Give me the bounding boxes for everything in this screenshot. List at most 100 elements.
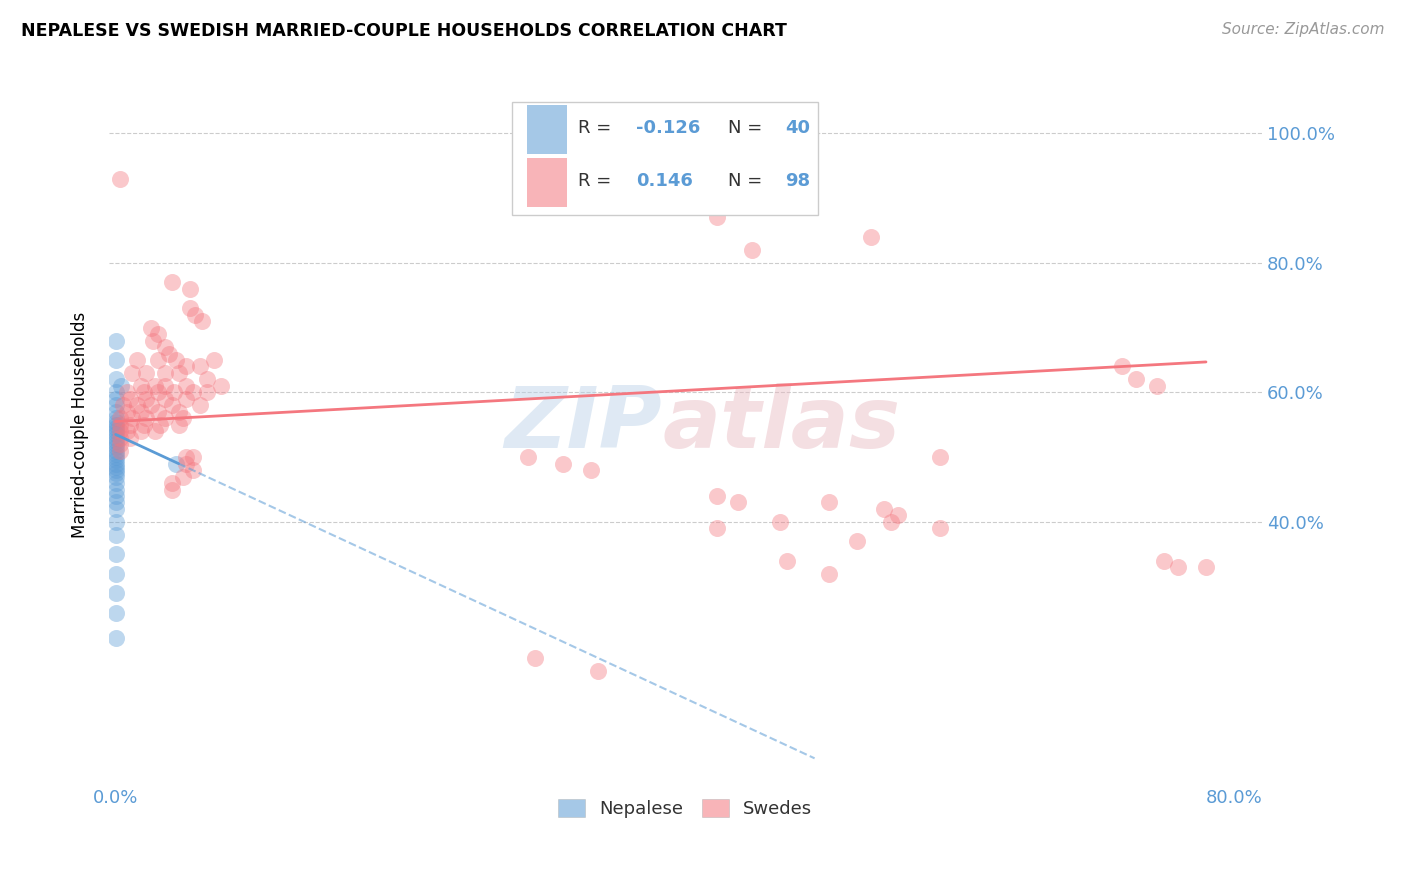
Point <box>108 424 131 438</box>
Point <box>817 495 839 509</box>
Point <box>104 453 127 467</box>
Point <box>104 632 127 646</box>
Point <box>108 437 131 451</box>
Point <box>118 417 141 432</box>
Point <box>741 243 763 257</box>
Point <box>104 405 127 419</box>
Text: R =: R = <box>578 171 623 190</box>
Point <box>149 417 172 432</box>
Point <box>121 366 143 380</box>
Text: 40: 40 <box>786 119 811 137</box>
Text: R =: R = <box>578 119 617 137</box>
Point <box>517 450 540 464</box>
Point <box>108 171 131 186</box>
Point <box>104 469 127 483</box>
Point <box>880 515 903 529</box>
Point <box>104 434 127 448</box>
Point <box>153 392 176 406</box>
Point <box>104 463 127 477</box>
Point <box>146 353 169 368</box>
Point <box>104 398 127 412</box>
Point <box>706 211 728 225</box>
Text: -0.126: -0.126 <box>636 119 700 137</box>
Point <box>121 411 143 425</box>
Point <box>104 353 127 368</box>
Point <box>887 508 910 523</box>
Point <box>111 398 134 412</box>
Point <box>153 340 176 354</box>
Point <box>142 334 165 348</box>
Point <box>146 405 169 419</box>
Point <box>104 606 127 620</box>
Point <box>108 417 131 432</box>
Point <box>125 353 148 368</box>
Point <box>191 314 214 328</box>
Point <box>143 379 166 393</box>
Text: 98: 98 <box>786 171 811 190</box>
Point <box>132 417 155 432</box>
Point <box>132 385 155 400</box>
Point <box>104 483 127 497</box>
FancyBboxPatch shape <box>512 102 818 215</box>
Point <box>1125 372 1147 386</box>
Point <box>706 489 728 503</box>
Point <box>167 405 190 419</box>
Point <box>845 534 868 549</box>
Point <box>184 308 207 322</box>
Point <box>104 411 127 425</box>
Point <box>817 566 839 581</box>
Point <box>104 417 127 432</box>
Text: NEPALESE VS SWEDISH MARRIED-COUPLE HOUSEHOLDS CORRELATION CHART: NEPALESE VS SWEDISH MARRIED-COUPLE HOUSE… <box>21 22 787 40</box>
Point <box>115 424 138 438</box>
Point <box>174 359 197 374</box>
Point <box>125 398 148 412</box>
Point <box>179 301 201 315</box>
Point <box>174 379 197 393</box>
Point <box>160 476 183 491</box>
Text: atlas: atlas <box>662 384 900 467</box>
Y-axis label: Married-couple Households: Married-couple Households <box>72 311 89 538</box>
Point <box>160 275 183 289</box>
Point <box>104 334 127 348</box>
Point <box>929 450 952 464</box>
Point <box>181 450 204 464</box>
Point <box>115 405 138 419</box>
Point <box>104 421 127 435</box>
Point <box>179 282 201 296</box>
Point <box>153 379 176 393</box>
Point <box>165 353 187 368</box>
Point <box>104 495 127 509</box>
Point <box>118 431 141 445</box>
Point <box>209 379 232 393</box>
Point <box>104 392 127 406</box>
Point <box>146 385 169 400</box>
Legend: Nepalese, Swedes: Nepalese, Swedes <box>551 791 820 825</box>
Text: ZIP: ZIP <box>505 384 662 467</box>
Point <box>115 385 138 400</box>
Point <box>104 489 127 503</box>
Point <box>129 379 152 393</box>
Point <box>104 385 127 400</box>
Point <box>104 586 127 600</box>
Point <box>172 411 194 425</box>
Point <box>153 366 176 380</box>
Point <box>104 467 127 481</box>
Point <box>706 521 728 535</box>
Text: Source: ZipAtlas.com: Source: ZipAtlas.com <box>1222 22 1385 37</box>
Point <box>174 457 197 471</box>
Point <box>586 664 609 678</box>
FancyBboxPatch shape <box>527 158 567 207</box>
Point <box>167 366 190 380</box>
Point <box>104 528 127 542</box>
Point <box>160 398 183 412</box>
Point <box>104 443 127 458</box>
Point <box>104 447 127 461</box>
Point <box>579 463 602 477</box>
Point <box>188 398 211 412</box>
Point <box>129 405 152 419</box>
Point <box>110 379 132 393</box>
Point <box>1146 379 1168 393</box>
Point <box>104 566 127 581</box>
Point <box>108 431 131 445</box>
Point <box>104 515 127 529</box>
